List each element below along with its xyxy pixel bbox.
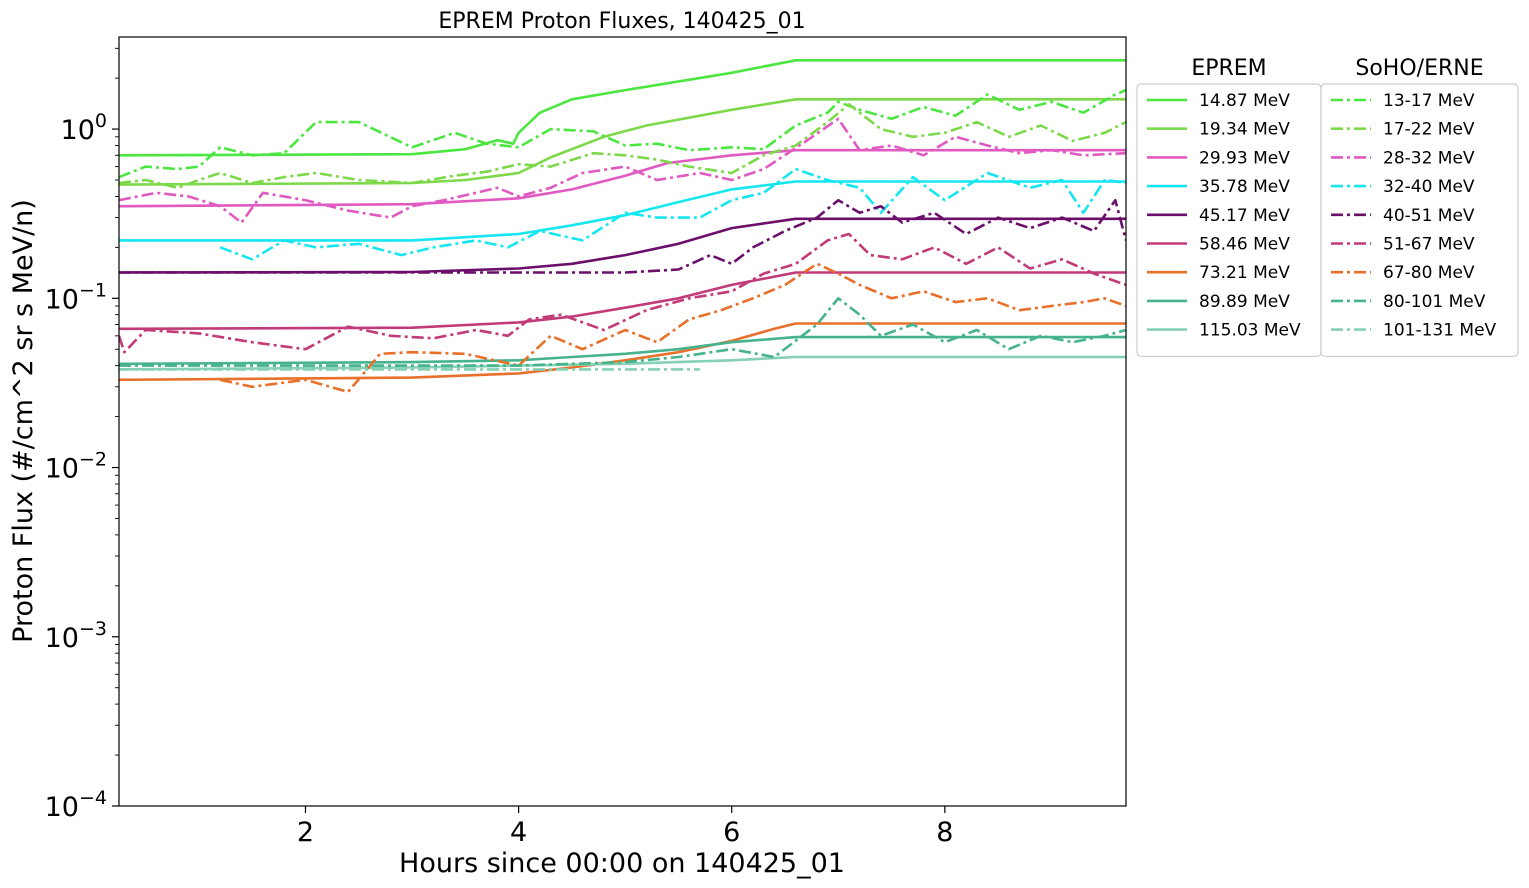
x-tick-label: 4 xyxy=(510,817,527,848)
x-axis-label: Hours since 00:00 on 140425_01 xyxy=(399,848,845,879)
series-line-10 xyxy=(119,88,1126,179)
legend-entry: 28-32 MeV xyxy=(1383,148,1475,168)
x-tick-label: 8 xyxy=(936,817,953,848)
plot-frame xyxy=(118,36,1127,807)
legend-entry: 17-22 MeV xyxy=(1383,120,1475,140)
x-tick-label: 2 xyxy=(297,817,314,848)
legend-entry: 19.34 MeV xyxy=(1199,120,1290,140)
series-line-6 xyxy=(119,271,1126,331)
x-axis-ticks: 2 4 6 8 xyxy=(297,806,953,848)
y-tick-label: 10−4 xyxy=(45,787,107,823)
legend-entry: 73.21 MeV xyxy=(1199,263,1290,283)
series-layer xyxy=(119,58,1126,394)
y-axis-label: Proton Flux (#/cm^2 sr s MeV/n) xyxy=(8,199,39,643)
series-line-3 xyxy=(119,148,1126,208)
legend-entry: 89.89 MeV xyxy=(1199,292,1290,312)
series-line-17 xyxy=(119,296,1126,367)
x-tick-label: 6 xyxy=(723,817,740,848)
legend-title: EPREM xyxy=(1191,56,1266,81)
legend-entry: 29.93 MeV xyxy=(1199,148,1290,168)
legend-entry: 45.17 MeV xyxy=(1199,206,1290,226)
series-line-2 xyxy=(119,98,1126,186)
legend-entry: 51-67 MeV xyxy=(1383,235,1475,255)
legend-entry: 80-101 MeV xyxy=(1383,292,1486,312)
series-line-16 xyxy=(219,262,1126,394)
y-tick-label: 10−3 xyxy=(45,618,107,654)
legend-entry: 58.46 MeV xyxy=(1199,235,1290,255)
chart-title: EPREM Proton Fluxes, 140425_01 xyxy=(438,9,805,34)
legend-entry: 32-40 MeV xyxy=(1383,177,1475,197)
legend-entry: 35.78 MeV xyxy=(1199,177,1290,197)
legend-title: SoHO/ERNE xyxy=(1355,56,1483,81)
y-tick-label: 10−2 xyxy=(45,449,107,485)
y-tick-label: 10−1 xyxy=(45,279,107,315)
y-tick-label: 100 xyxy=(61,110,107,146)
series-line-12 xyxy=(119,117,1126,224)
series-line-8 xyxy=(119,335,1126,366)
series-line-7 xyxy=(119,322,1126,382)
series-line-11 xyxy=(119,103,1126,190)
series-line-4 xyxy=(119,180,1126,242)
series-line-5 xyxy=(119,217,1126,274)
series-line-15 xyxy=(119,232,1126,354)
series-line-9 xyxy=(119,355,1126,371)
series-line-1 xyxy=(119,58,1126,157)
legend-entry: 101-131 MeV xyxy=(1383,321,1497,341)
legend-entry: 14.87 MeV xyxy=(1199,91,1290,111)
series-line-14 xyxy=(119,198,1126,274)
legend-entry: 13-17 MeV xyxy=(1383,91,1475,111)
legend-entry: 40-51 MeV xyxy=(1383,206,1475,226)
series-line-13 xyxy=(219,167,1126,261)
legend-erne: SoHO/ERNE 13-17 MeV 17-22 MeV 28-32 MeV 32-4… xyxy=(1320,56,1519,357)
legend-entry: 67-80 MeV xyxy=(1383,263,1475,283)
legend-eprem: EPREM 14.87 MeV 19.34 MeV 29.93 MeV 35.78 Me… xyxy=(1136,56,1322,357)
legend-entry: 115.03 MeV xyxy=(1199,321,1301,341)
legend-box xyxy=(1320,83,1519,357)
y-axis-ticks: 100 10−1 10−2 10−3 10−4 xyxy=(45,47,119,823)
